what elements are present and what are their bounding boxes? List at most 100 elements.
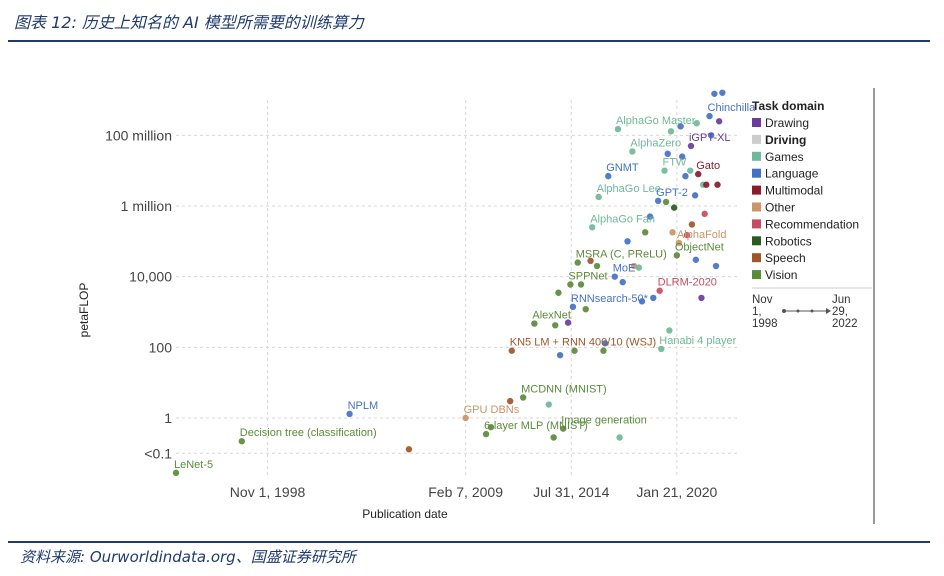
data-point <box>519 394 527 401</box>
data-point <box>593 262 601 270</box>
legend-item-label: Robotics <box>765 234 812 248</box>
data-point <box>346 410 353 418</box>
point-label: DLRM-2020 <box>658 277 717 289</box>
x-axis: Nov 1, 1998 Feb 7, 2009 Jul 31, 2014 Jan 21… <box>230 484 718 500</box>
data-point <box>531 320 538 327</box>
data-point <box>624 238 631 245</box>
point-label: Gato <box>696 160 720 172</box>
y-tick-label: 100 <box>149 339 173 355</box>
data-point <box>630 262 638 270</box>
timeline-end-label: Jun 29, 2022 <box>832 294 858 330</box>
data-point <box>711 90 718 97</box>
timeline-start-dot <box>782 309 786 313</box>
data-point <box>564 319 572 326</box>
timeline-start-label: Nov 1, 1998 <box>752 294 778 330</box>
data-point <box>635 264 643 271</box>
point-label: AlphaGo Master <box>616 115 696 127</box>
point-label: Chinchilla <box>708 102 757 114</box>
figure-title: 图表 12: 历史上知名的 AI 模型所需要的训练算力 <box>14 13 364 32</box>
y-tick-label: 1 <box>164 410 172 426</box>
legend-swatch <box>752 118 761 127</box>
data-point <box>405 446 413 453</box>
data-point <box>616 434 623 441</box>
point-label: AlphaGo Fan <box>590 213 655 225</box>
source-note: 资料来源: Ourworldindata.org、国盛证券研究所 <box>20 548 356 566</box>
data-point <box>582 305 589 313</box>
x-tick-label: Nov 1, 1998 <box>230 484 306 500</box>
x-tick-label: Feb 7, 2009 <box>428 484 503 500</box>
data-point <box>712 262 720 270</box>
data-point <box>619 278 626 286</box>
x-axis-title: Publication date <box>362 507 448 521</box>
y-tick-label: <0.1 <box>144 445 172 461</box>
point-label: Hanabi 4 player <box>659 335 736 347</box>
timeline-legend: Nov 1, 1998 Jun 29, 2022 <box>752 287 872 330</box>
timeline-dot <box>810 309 814 313</box>
point-label: RNNsearch-50* <box>571 293 649 305</box>
legend-item-label: Driving <box>765 133 806 147</box>
legend-swatch <box>752 185 761 195</box>
data-point <box>695 170 702 178</box>
data-point <box>574 259 581 266</box>
point-label: NPLM <box>348 400 379 412</box>
data-point <box>238 438 245 445</box>
point-label: 6-layer MLP (MNIST) <box>484 420 588 432</box>
data-point <box>550 434 557 441</box>
data-point <box>462 414 469 422</box>
data-point <box>707 132 715 139</box>
point-label: GPT-2 <box>656 187 688 199</box>
point-label: SPPNet <box>568 270 607 282</box>
data-point <box>172 469 180 477</box>
point-label: Decision tree (classification) <box>240 427 377 439</box>
legend-title: Task domain <box>752 99 824 113</box>
data-point <box>664 150 671 158</box>
data-point <box>545 401 552 408</box>
data-point <box>673 252 681 259</box>
data-point <box>642 229 649 236</box>
legend-item-label: Vision <box>765 268 797 282</box>
legend-item-label: Other <box>765 201 795 215</box>
point-label: AlphaGo Lee <box>597 183 661 195</box>
data-point <box>587 257 594 265</box>
x-tick-label: Jan 21, 2020 <box>636 484 717 500</box>
data-point <box>698 294 705 302</box>
point-label: MSRA (C, PReLU) <box>576 249 667 261</box>
data-point <box>654 197 662 205</box>
point-label: MoE <box>613 263 636 275</box>
data-point <box>701 210 708 218</box>
data-point <box>703 181 710 188</box>
point-label: Image generation <box>561 415 647 427</box>
data-point <box>589 224 596 231</box>
legend-item-label: Multimodal <box>765 184 823 198</box>
data-point <box>605 172 612 180</box>
data-point <box>600 347 607 354</box>
y-tick-label: 1 million <box>121 198 172 214</box>
point-label: GNMT <box>606 162 639 174</box>
legend-item-label: Speech <box>765 251 806 265</box>
legend-swatch <box>752 151 761 161</box>
data-point <box>677 123 684 130</box>
data-points <box>172 89 726 477</box>
grid <box>176 100 740 478</box>
data-point <box>669 229 676 236</box>
data-point <box>688 221 696 228</box>
data-point <box>683 231 691 239</box>
legend-swatch <box>752 270 761 280</box>
y-axis: <0.1 1 100 10,000 1 million 100 million <box>105 127 172 461</box>
point-label: AlphaFold <box>677 229 727 241</box>
data-point <box>482 430 490 438</box>
legend-swatch <box>752 219 761 229</box>
data-point <box>661 167 668 174</box>
legend-swatch <box>752 253 761 263</box>
data-point <box>611 273 618 280</box>
point-label: KN5 LM + RNN 400/10 (WSJ) <box>510 337 656 349</box>
x-tick-label: Jul 31, 2014 <box>533 484 609 500</box>
point-label: GPU DBNs <box>464 404 520 416</box>
data-point <box>508 347 515 354</box>
data-point <box>650 294 657 302</box>
data-point <box>569 303 577 311</box>
y-axis-title: petaFLOP <box>77 283 91 338</box>
point-label: ObjectNet <box>675 241 724 253</box>
data-point <box>487 423 495 431</box>
data-point <box>614 125 622 133</box>
